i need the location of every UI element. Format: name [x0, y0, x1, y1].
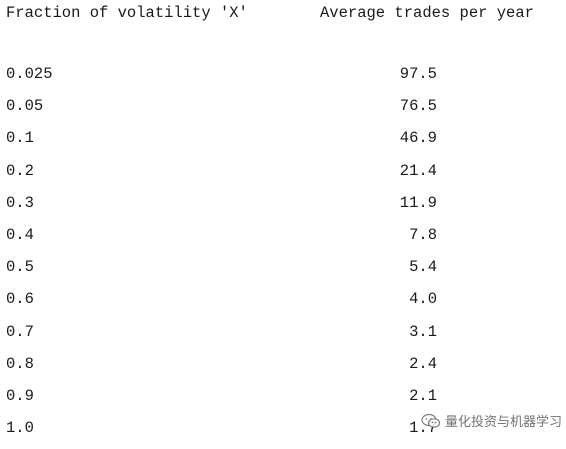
- cell-trades: 21.4: [399, 161, 437, 180]
- wechat-icon: [421, 413, 441, 428]
- table-row: 0.3 11.9: [6, 192, 566, 224]
- table-row: 0.2 21.4: [6, 160, 566, 192]
- cell-fraction: 0.05: [6, 97, 44, 116]
- cell-fraction: 0.7: [6, 322, 34, 341]
- watermark: 量化投资与机器学习: [421, 411, 562, 430]
- table-header: Fraction of volatility 'X' Average trade…: [6, 2, 566, 24]
- cell-trades: 4.0: [409, 290, 437, 309]
- cell-trades: 97.5: [399, 65, 437, 83]
- cell-trades: 3.1: [409, 322, 437, 341]
- cell-trades: 2.1: [409, 386, 437, 405]
- cell-fraction: 0.6: [6, 290, 34, 309]
- cell-fraction: 1.0: [6, 419, 34, 438]
- table-row: 0.6 4.0: [6, 288, 566, 320]
- table-row: 0.025 97.5: [6, 63, 566, 95]
- cell-trades: 5.4: [409, 258, 437, 277]
- header-fraction: Fraction of volatility 'X': [6, 4, 248, 22]
- table-row: 0.7 3.1: [6, 321, 566, 353]
- cell-trades: 76.5: [399, 97, 437, 116]
- table-row: 0.4 7.8: [6, 224, 566, 256]
- cell-fraction: 0.5: [6, 258, 34, 277]
- table-row: 0.8 2.4: [6, 353, 566, 385]
- header-trades: Average trades per year: [320, 4, 534, 22]
- table-body: 0.025 97.5 0.05 76.5 0.1 46.9 0.2 21.4 0…: [6, 63, 566, 449]
- cell-fraction: 0.025: [6, 65, 53, 83]
- table-row: 0.5 5.4: [6, 256, 566, 288]
- table-row: 0.1 46.9: [6, 127, 566, 159]
- cell-fraction: 0.8: [6, 354, 34, 373]
- cell-trades: 46.9: [399, 129, 437, 148]
- cell-fraction: 0.2: [6, 161, 34, 180]
- table-row: 0.05 76.5: [6, 95, 566, 127]
- cell-trades: 2.4: [409, 354, 437, 373]
- watermark-text: 量化投资与机器学习: [444, 415, 562, 430]
- cell-trades: 7.8: [409, 225, 437, 244]
- cell-fraction: 0.3: [6, 193, 34, 212]
- table-row: 0.9 2.1: [6, 385, 566, 417]
- cell-fraction: 0.4: [6, 225, 34, 244]
- cell-fraction: 0.9: [6, 386, 34, 405]
- cell-fraction: 0.1: [6, 129, 34, 148]
- cell-trades: 11.9: [399, 193, 437, 212]
